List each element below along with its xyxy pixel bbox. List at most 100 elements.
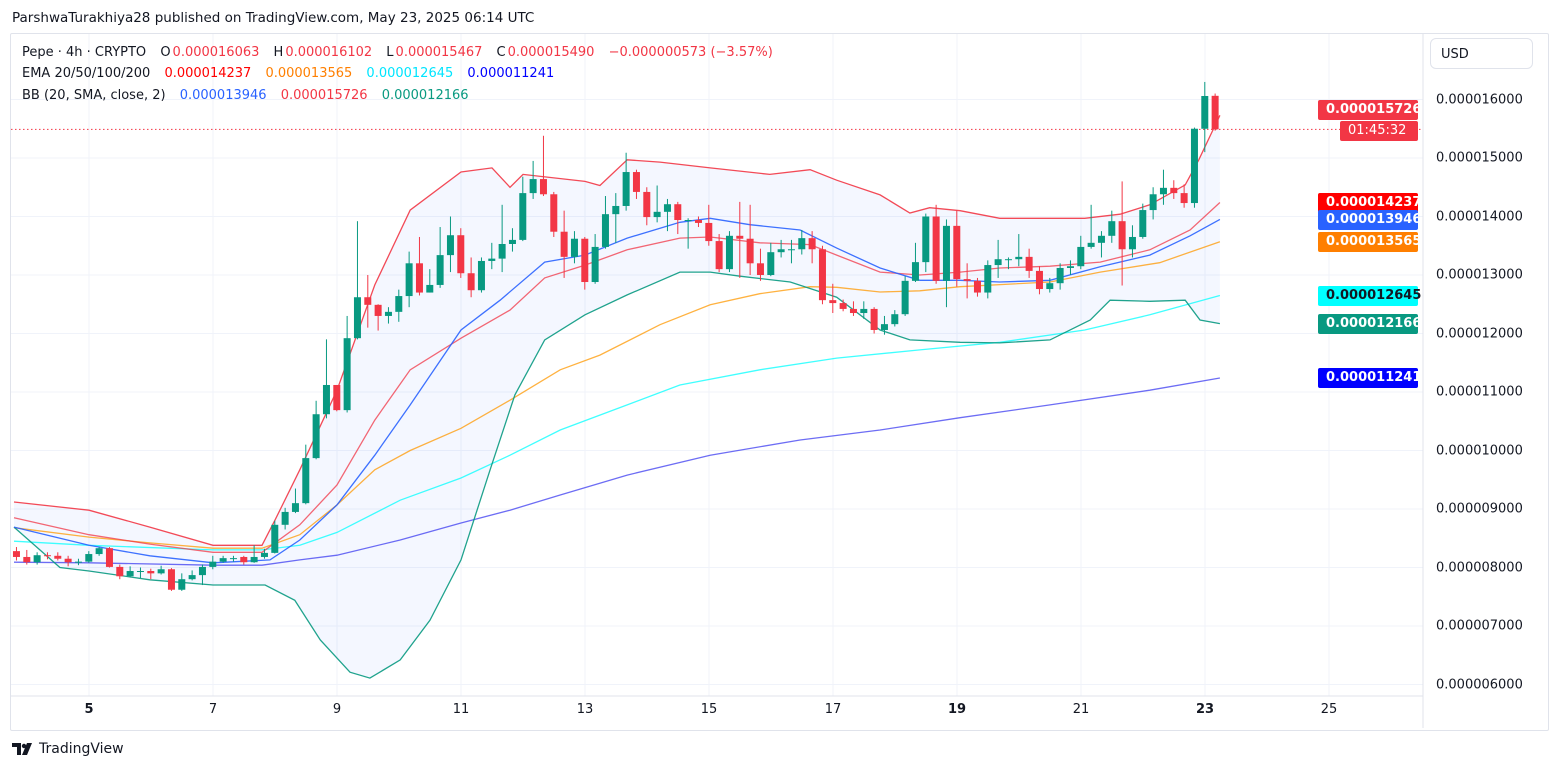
candle-body	[116, 566, 124, 577]
candle	[1004, 257, 1012, 270]
candle	[550, 191, 558, 237]
candle-body	[188, 575, 196, 580]
candle	[198, 564, 206, 586]
ema100-value: 0.000012645	[366, 66, 454, 81]
candle	[891, 310, 899, 327]
candle	[663, 198, 671, 232]
candle	[291, 488, 299, 514]
candle	[178, 573, 186, 591]
ema200-line	[13, 377, 1221, 566]
candle-body	[756, 263, 764, 275]
candle	[756, 248, 764, 281]
candle-body	[591, 246, 599, 283]
candle-body	[725, 235, 733, 270]
low-label: L	[386, 45, 394, 60]
candle-body	[870, 308, 878, 330]
candle-body	[384, 311, 392, 316]
candle	[105, 547, 113, 568]
ema-label[interactable]: EMA 20/50/100/200	[22, 66, 151, 81]
candle	[1159, 169, 1167, 205]
candle-body	[229, 558, 237, 560]
candle-body	[581, 238, 589, 283]
candle	[529, 160, 537, 199]
candle	[1025, 248, 1033, 278]
candle-body	[271, 524, 279, 553]
candle-body	[322, 384, 330, 415]
candle-body	[457, 235, 465, 274]
time-tick-label: 13	[576, 702, 594, 717]
candle-body	[488, 258, 496, 261]
candle-body	[1004, 259, 1012, 261]
tradingview-logo[interactable]: TradingView	[12, 741, 124, 757]
candle-body	[632, 172, 640, 192]
candle-body	[1159, 187, 1167, 195]
candle-body	[1139, 210, 1147, 237]
candle	[994, 239, 1002, 278]
candle-body	[436, 255, 444, 285]
candle-body	[1118, 221, 1126, 250]
time-tick-label: 17	[824, 702, 842, 717]
candle	[777, 239, 785, 258]
time-tick-label: 11	[452, 702, 470, 717]
candle	[1170, 180, 1178, 199]
candle-body	[767, 252, 775, 275]
change-value: −0.000000573 (−3.57%)	[608, 45, 773, 60]
candle	[746, 204, 754, 275]
candle	[591, 234, 599, 284]
candle	[570, 231, 578, 264]
time-tick-label: 25	[1320, 702, 1338, 717]
candle	[560, 210, 568, 278]
low-value: 0.000015467	[395, 45, 483, 60]
candle-body	[343, 338, 351, 411]
candle-body	[622, 172, 630, 206]
bollinger-band-fill	[14, 115, 1220, 679]
candle-body	[126, 571, 134, 577]
candle	[612, 193, 620, 243]
candle-body	[1046, 283, 1054, 290]
candle	[715, 234, 723, 273]
candle-body	[364, 297, 372, 305]
candle	[508, 228, 516, 252]
bb-label[interactable]: BB (20, SMA, close, 2)	[22, 88, 166, 103]
time-tick-label: 9	[332, 702, 342, 717]
ema20-line	[13, 202, 1221, 553]
bb-lower-value: 0.000012166	[381, 88, 469, 103]
candle-body	[994, 259, 1002, 266]
candle-body	[85, 554, 93, 562]
candle	[725, 231, 733, 273]
candle	[808, 231, 816, 264]
candle-body	[508, 239, 516, 244]
candle-body	[74, 561, 82, 563]
candle	[1046, 277, 1054, 293]
candle	[126, 566, 134, 578]
bb-upper-line	[13, 115, 1221, 546]
candle-body	[64, 558, 72, 563]
candle	[353, 221, 361, 340]
candle	[219, 555, 227, 563]
bb-basis-value: 0.000013946	[179, 88, 267, 103]
candle	[1066, 260, 1074, 275]
candle	[457, 228, 465, 278]
candle	[23, 549, 31, 565]
candle	[942, 219, 950, 308]
price-label: 0.000015726	[1318, 100, 1421, 120]
candle	[1035, 266, 1043, 295]
candle	[694, 216, 702, 228]
candle	[85, 551, 93, 563]
candle	[1108, 210, 1116, 243]
candle-body	[984, 265, 992, 293]
symbol-label[interactable]: Pepe · 4h · CRYPTO	[22, 45, 147, 60]
candle-body	[818, 249, 826, 301]
candle	[271, 520, 279, 554]
candle	[787, 239, 795, 264]
candle	[229, 555, 237, 562]
price-label: 0.000012645	[1318, 285, 1421, 306]
candle	[12, 547, 20, 561]
candle	[1180, 184, 1188, 208]
candle-body	[1087, 242, 1095, 247]
candle-body	[860, 308, 868, 314]
currency-button[interactable]: USD	[1430, 38, 1533, 69]
candle-body	[1025, 256, 1033, 271]
candle-body	[1211, 95, 1219, 130]
